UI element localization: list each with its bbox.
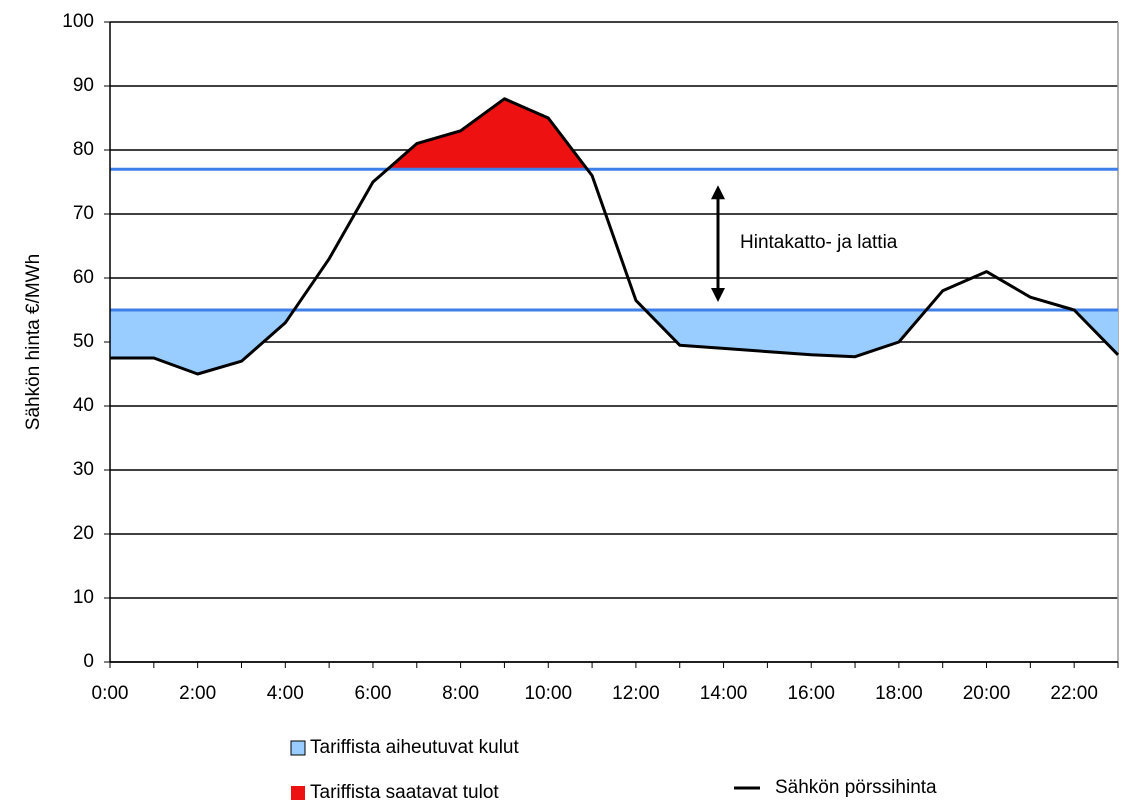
- y-tick-label: 10: [73, 587, 94, 608]
- y-axis-label: Sähkön hinta €/MWh: [23, 254, 44, 430]
- arrow-head: [711, 288, 725, 302]
- y-tick-label: 20: [73, 523, 94, 544]
- x-tick-label: 12:00: [612, 683, 660, 704]
- x-tick-label: 2:00: [179, 683, 216, 704]
- legend-swatch: [290, 740, 306, 756]
- y-tick-label: 80: [73, 139, 94, 160]
- x-tick-label: 20:00: [963, 683, 1011, 704]
- legend-swatch: [291, 786, 305, 800]
- x-tick-label: 10:00: [524, 683, 572, 704]
- x-tick-label: 4:00: [267, 683, 304, 704]
- legend-label: Tariffista saatavat tulot: [310, 782, 499, 803]
- area: [110, 98, 1118, 170]
- arrow-head: [711, 185, 725, 200]
- area: [110, 310, 1118, 374]
- y-tick-label: 0: [83, 651, 94, 672]
- y-tick-label: 30: [73, 459, 94, 480]
- x-tick-label: 14:00: [700, 683, 748, 704]
- annotation: Hintakatto- ja lattia: [740, 232, 898, 253]
- x-tick-label: 8:00: [442, 683, 479, 704]
- x-tick-label: 6:00: [354, 683, 391, 704]
- y-tick-label: 90: [73, 75, 94, 96]
- price-line: [110, 97, 1120, 376]
- x-tick-label: 0:00: [92, 683, 129, 704]
- legend-label: Tariffista aiheutuvat kulut: [310, 737, 519, 758]
- x-tick-label: 16:00: [787, 683, 835, 704]
- y-tick-label: 40: [73, 395, 94, 416]
- y-tick-label: 100: [62, 11, 94, 32]
- y-tick-label: 60: [73, 267, 94, 288]
- y-tick-label: 50: [73, 331, 94, 352]
- y-tick-label: 70: [73, 203, 94, 224]
- x-tick-label: 22:00: [1050, 683, 1098, 704]
- legend-label: Sähkön pörssihinta: [775, 777, 937, 798]
- x-tick-label: 18:00: [875, 683, 923, 704]
